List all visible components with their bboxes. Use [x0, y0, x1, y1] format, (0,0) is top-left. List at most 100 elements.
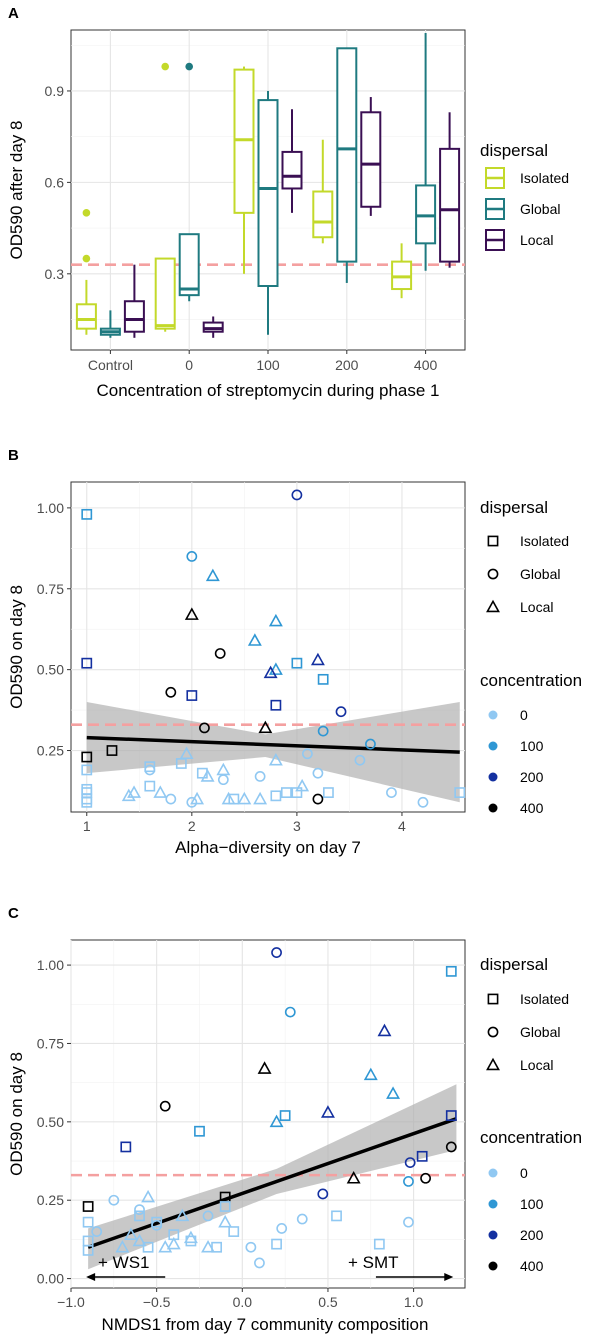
box-rect [257, 99, 279, 287]
point-global-0 [108, 1194, 120, 1206]
point-isolated-0 [280, 787, 292, 798]
panel-a-ylabel: OD590 after day 8 [7, 121, 26, 260]
legend-shape-global [487, 568, 499, 580]
point-local-200 [310, 652, 325, 666]
point-global-200 [291, 489, 303, 501]
point-global-400 [312, 793, 324, 805]
legend-color-label-100: 100 [520, 738, 544, 754]
point-global-0 [312, 767, 324, 779]
panel-b-legend-color-title: concentration [480, 671, 582, 690]
point-global-0 [276, 1223, 288, 1234]
point-isolated-100 [81, 508, 93, 520]
panel-c-ylabel: OD590 on day 8 [7, 1052, 26, 1176]
point-isolated-0 [82, 1216, 94, 1228]
box-isolated-100 [233, 66, 255, 274]
point-isolated-0 [291, 787, 303, 798]
point-global-0 [386, 787, 397, 798]
panel-a-boxplot: 0.3 0.6 0.9 Control 0 100 200 400 Concentration… [7, 29, 569, 400]
point-global-100 [186, 551, 198, 562]
panel-a-axes: 0.3 0.6 0.9 Control 0 100 200 400 [45, 83, 438, 373]
point-isolated-200 [416, 1150, 428, 1162]
x-tick-label: 0 [185, 357, 193, 373]
point-local-0 [141, 1189, 156, 1203]
point-local-100 [205, 568, 220, 582]
point-local-0 [200, 769, 215, 782]
y-tick-label: 0.9 [45, 83, 65, 99]
point-local-100 [268, 662, 283, 675]
y-tick-label: 0.00 [37, 1271, 64, 1287]
point-global-0 [301, 748, 313, 760]
box-local-100 [281, 109, 303, 213]
box-rect [202, 321, 224, 333]
point-global-200 [317, 1188, 329, 1200]
point-global-0 [354, 754, 366, 766]
point-isolated-0 [373, 1238, 385, 1250]
point-global-100 [403, 1176, 414, 1187]
point-global-0 [296, 1213, 308, 1225]
point-local-0 [190, 791, 205, 805]
box-isolated-400 [391, 243, 413, 299]
point-local-0 [121, 788, 136, 802]
point-isolated-100 [317, 673, 329, 685]
legend-color-100 [488, 741, 498, 751]
panel-c-legend: dispersal concentration Isolated Global Lo… [480, 955, 582, 1274]
box-local-400 [439, 112, 461, 268]
point-global-0 [254, 1257, 265, 1269]
box-rect [336, 47, 358, 263]
box-rect [123, 300, 145, 333]
box-outlier [161, 62, 169, 71]
point-local-0 [153, 785, 168, 798]
point-global-200 [335, 706, 347, 718]
box-global-100 [257, 90, 279, 335]
point-global-0 [144, 764, 156, 776]
legend-color-0 [488, 710, 498, 720]
panel-b-xlabel: Alpha−diversity on day 7 [175, 838, 361, 857]
point-isolated-100 [194, 1125, 205, 1137]
box-rect [281, 150, 303, 190]
box-rect [415, 184, 437, 245]
point-isolated-400 [81, 751, 93, 763]
point-local-100 [363, 1067, 378, 1081]
point-isolated-400 [106, 745, 118, 756]
panel-letter-a: A [8, 5, 19, 22]
panel-c-xlabel: NMDS1 from day 7 community composition [102, 1315, 429, 1334]
panel-b-scatter: 1 2 3 4 0.25 0.50 0.75 1.00 Alpha−diversity on … [7, 481, 582, 857]
x-tick-label: 2 [188, 818, 196, 834]
box-local-200 [360, 97, 382, 216]
point-global-0 [134, 1204, 145, 1216]
point-global-0 [245, 1241, 257, 1253]
x-tick-label: 1 [83, 818, 91, 834]
point-global-400 [445, 1141, 457, 1153]
point-local-100 [247, 633, 262, 646]
point-global-0 [165, 793, 177, 805]
point-local-0 [295, 778, 310, 792]
point-isolated-0 [81, 783, 93, 795]
box-rect [154, 257, 176, 330]
y-tick-label: 0.3 [45, 266, 65, 282]
x-tick-label: 400 [414, 357, 438, 373]
point-local-0 [179, 746, 194, 760]
point-isolated-100 [291, 657, 303, 669]
point-global-400 [199, 722, 210, 734]
point-isolated-0 [82, 1244, 94, 1256]
box-global-0 [178, 62, 200, 302]
panel-c-legend-color-title: concentration [480, 1128, 582, 1147]
panel-letter-c: C [8, 905, 19, 922]
panel-letter-b: B [8, 447, 19, 464]
point-isolated-0 [323, 787, 334, 798]
point-local-200 [263, 665, 278, 679]
legend-shape-isolated [487, 535, 499, 547]
panel-b-legend-shape-title: dispersal [480, 498, 548, 517]
point-local-400 [258, 720, 273, 734]
box-isolated-200 [312, 139, 334, 244]
legend-label-isolated: Isolated [520, 170, 569, 186]
point-local-400 [184, 607, 199, 620]
panel-b-marks [71, 489, 466, 808]
legend-label-global: Global [520, 1024, 560, 1040]
y-tick-label: 0.25 [37, 743, 64, 759]
point-local-0 [175, 1208, 190, 1222]
point-isolated-200 [445, 1110, 457, 1121]
point-isolated-0 [134, 1210, 145, 1222]
point-global-100 [365, 738, 376, 750]
